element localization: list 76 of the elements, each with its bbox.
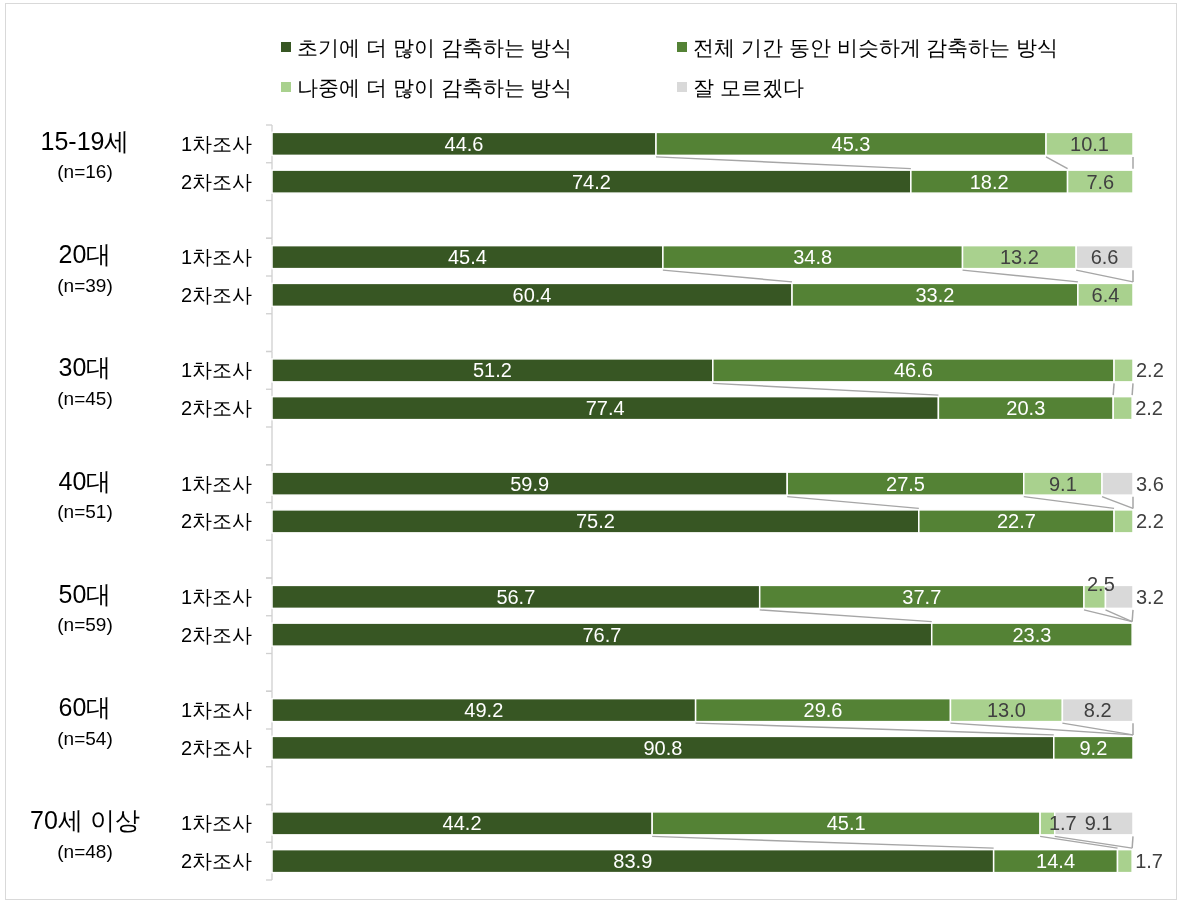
legend-label: 잘 모르겠다 bbox=[693, 75, 804, 99]
title: 15-19세 bbox=[40, 126, 130, 155]
subtitle: (n=16) bbox=[57, 161, 113, 183]
category-label: 2차조사 bbox=[180, 623, 252, 646]
title: 30대 bbox=[58, 353, 112, 382]
subtitle: (n=45) bbox=[57, 387, 113, 409]
data-label: 45.3 bbox=[831, 132, 871, 155]
data-label: 59.9 bbox=[510, 472, 550, 495]
category-label: 1차조사 bbox=[180, 359, 252, 382]
subtitle: (n=59) bbox=[57, 614, 113, 636]
data-label: 18.2 bbox=[969, 170, 1009, 193]
title: 50대 bbox=[58, 579, 112, 608]
title: 20대 bbox=[58, 240, 112, 269]
data-label: 9.2 bbox=[1079, 736, 1108, 759]
category-label: 1차조사 bbox=[180, 472, 252, 495]
data-label: 14.4 bbox=[1036, 850, 1076, 873]
legend-label: 전체 기간 동안 비슷하게 감축하는 방식 bbox=[693, 35, 1059, 59]
data-label: 20.3 bbox=[1006, 397, 1046, 420]
data-label: 2.2 bbox=[1136, 510, 1164, 533]
subtitle: (n=54) bbox=[57, 727, 113, 749]
data-label: 10.1 bbox=[1070, 132, 1109, 155]
data-label: 33.2 bbox=[915, 283, 955, 306]
data-label: 49.2 bbox=[464, 699, 504, 722]
data-label: 83.9 bbox=[613, 850, 653, 873]
data-label: 29.6 bbox=[803, 699, 843, 722]
data-label: 45.1 bbox=[826, 812, 866, 835]
category-label: 2차조사 bbox=[180, 736, 252, 759]
data-label: 56.7 bbox=[496, 585, 536, 608]
subtitle: (n=48) bbox=[57, 840, 113, 862]
category-label: 2차조사 bbox=[180, 283, 252, 306]
data-label: 34.8 bbox=[793, 246, 833, 269]
title: 40대 bbox=[58, 466, 112, 495]
data-label: 3.6 bbox=[1136, 472, 1164, 495]
data-label: 27.5 bbox=[886, 472, 925, 495]
title: 70세 이상 bbox=[30, 806, 140, 835]
legend-label: 초기에 더 많이 감축하는 방식 bbox=[297, 35, 573, 59]
data-label: 22.7 bbox=[997, 510, 1036, 533]
category-label: 1차조사 bbox=[180, 246, 252, 269]
data-label: 23.3 bbox=[1012, 623, 1052, 646]
category-label: 2차조사 bbox=[180, 510, 252, 533]
data-label: 3.2 bbox=[1136, 585, 1164, 608]
category-label: 2차조사 bbox=[180, 850, 252, 873]
data-label: 6.4 bbox=[1091, 283, 1120, 306]
data-label: 37.7 bbox=[902, 585, 942, 608]
legend-label: 나중에 더 많이 감축하는 방식 bbox=[297, 75, 573, 99]
data-label: 7.6 bbox=[1086, 170, 1115, 193]
data-label: 45.4 bbox=[448, 246, 487, 269]
data-label: 44.2 bbox=[442, 812, 482, 835]
category-label: 2차조사 bbox=[180, 397, 252, 420]
data-label: 90.8 bbox=[643, 736, 683, 759]
data-label: 13.0 bbox=[986, 699, 1026, 722]
data-label: 75.2 bbox=[575, 510, 615, 533]
subtitle: (n=51) bbox=[57, 501, 113, 523]
data-label: 60.4 bbox=[512, 283, 552, 306]
data-label: 13.2 bbox=[999, 246, 1039, 269]
data-label: 44.6 bbox=[444, 132, 484, 155]
data-label: 74.2 bbox=[571, 170, 611, 193]
data-label: 6.6 bbox=[1090, 246, 1119, 269]
data-label: 9.1 bbox=[1084, 812, 1113, 835]
title: 60대 bbox=[58, 693, 112, 722]
data-label: 51.2 bbox=[472, 359, 512, 382]
data-label: 1.7 bbox=[1135, 850, 1163, 873]
subtitle: (n=39) bbox=[57, 274, 113, 296]
category-label: 1차조사 bbox=[180, 699, 252, 722]
data-label: 76.7 bbox=[582, 623, 622, 646]
category-label: 2차조사 bbox=[180, 170, 252, 193]
data-label: 9.1 bbox=[1049, 472, 1077, 495]
data-label: 46.6 bbox=[894, 359, 933, 382]
data-label: 77.4 bbox=[585, 397, 625, 420]
data-label: 8.2 bbox=[1083, 699, 1112, 722]
category-label: 1차조사 bbox=[180, 132, 252, 155]
data-label: 2.2 bbox=[1135, 397, 1163, 420]
category-label: 1차조사 bbox=[180, 585, 252, 608]
data-label: 1.7 bbox=[1048, 812, 1077, 835]
data-label: 2.2 bbox=[1136, 359, 1164, 382]
category-label: 1차조사 bbox=[180, 812, 252, 835]
